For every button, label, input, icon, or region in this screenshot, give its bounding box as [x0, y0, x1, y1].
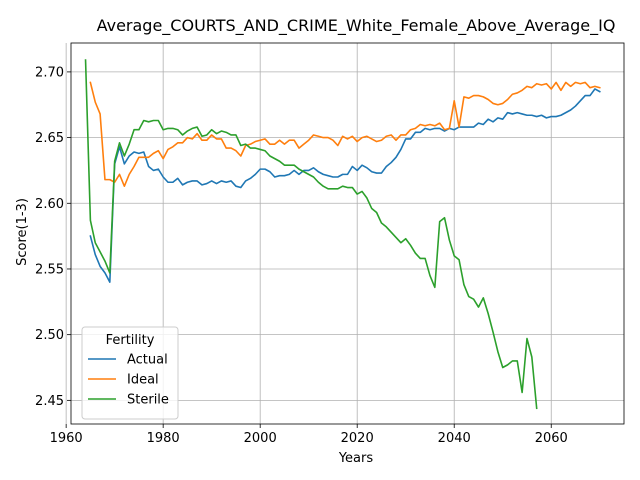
- x-tick-label: 1960: [50, 431, 83, 446]
- legend-title: Fertility: [106, 333, 155, 348]
- legend-box: [81, 326, 179, 420]
- x-tick-label: 2040: [438, 431, 471, 446]
- y-tick-label: 2.50: [35, 328, 64, 343]
- legend-label-sterile: Sterile: [127, 393, 169, 408]
- y-tick-label: 2.55: [35, 262, 64, 277]
- series-line-actual: [89, 88, 601, 283]
- series-layer: [84, 59, 601, 410]
- y-tick-label: 2.45: [35, 394, 64, 409]
- y-tick-label: 2.70: [35, 65, 64, 80]
- legend-label-ideal: Ideal: [127, 373, 159, 388]
- y-axis-title: Score(1-3): [15, 198, 30, 266]
- x-tick-label: 1980: [147, 431, 180, 446]
- legend: Fertility Actual Ideal Sterile: [81, 326, 179, 420]
- y-axis: 2.45 2.50 2.55 2.60 2.65 2.70: [35, 65, 71, 409]
- y-tick-label: 2.65: [35, 131, 64, 146]
- legend-entries: Actual Ideal Sterile: [88, 353, 169, 408]
- chart-title: Average_COURTS_AND_CRIME_White_Female_Ab…: [97, 16, 616, 36]
- x-tick-label: 2000: [244, 431, 277, 446]
- y-tick-label: 2.60: [35, 197, 64, 212]
- legend-label-actual: Actual: [127, 353, 168, 368]
- series-line-ideal: [89, 81, 601, 187]
- x-tick-label: 2060: [535, 431, 568, 446]
- x-tick-label: 2020: [341, 431, 374, 446]
- x-axis: 1960 1980 2000 2020 2040 2060: [50, 424, 568, 446]
- series-line-sterile: [84, 59, 538, 410]
- x-axis-title: Years: [338, 451, 374, 466]
- plot-frame: [70, 42, 625, 425]
